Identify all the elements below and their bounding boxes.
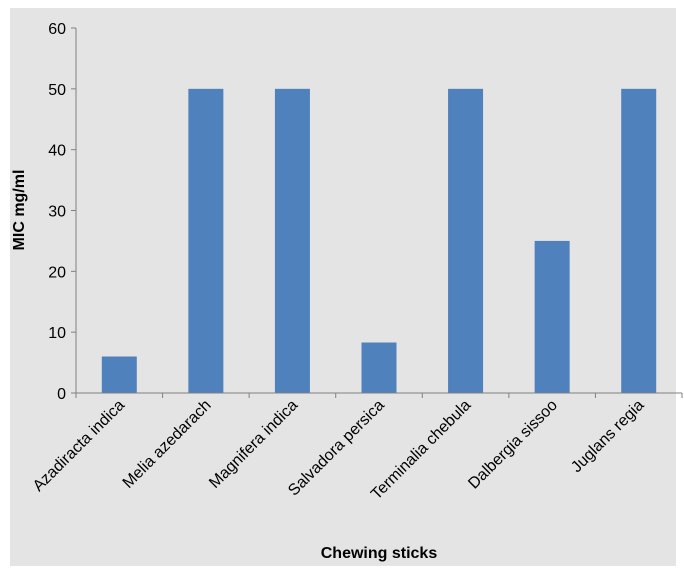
y-tick-label: 20 xyxy=(48,264,66,281)
y-tick-label: 30 xyxy=(48,204,66,221)
y-tick-label: 0 xyxy=(57,386,66,403)
y-axis-title: MIC mg/ml xyxy=(11,170,28,251)
bar xyxy=(274,88,310,393)
bar-group xyxy=(101,88,657,393)
y-tick-label: 50 xyxy=(48,82,66,99)
chart-background xyxy=(10,8,676,566)
bar xyxy=(534,240,570,393)
y-tick-label: 10 xyxy=(48,325,66,342)
bar xyxy=(621,88,657,393)
bar xyxy=(188,88,224,393)
bar xyxy=(101,356,137,393)
x-axis-title: Chewing sticks xyxy=(321,545,438,562)
y-tick-group: 0 10 20 30 40 50 60 xyxy=(48,21,76,403)
y-tick-label: 40 xyxy=(48,143,66,160)
y-tick-label: 60 xyxy=(48,21,66,38)
bar xyxy=(448,88,484,393)
bar xyxy=(361,342,397,393)
